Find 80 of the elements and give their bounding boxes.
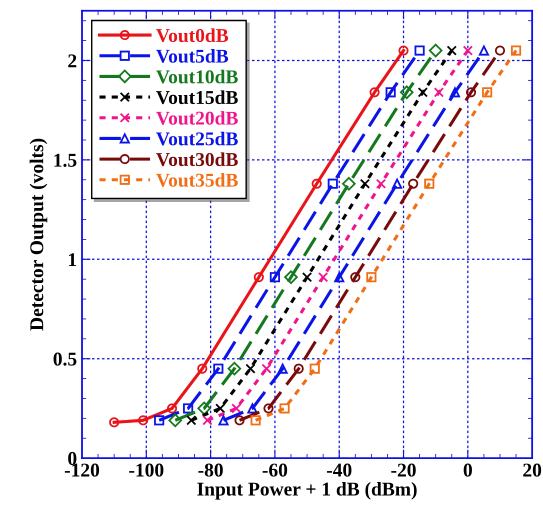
point [278, 364, 288, 374]
x-tick-label: 20 [523, 464, 542, 477]
x-tick-label: -40 [326, 464, 352, 477]
legend-label: Vout30dB [156, 152, 238, 166]
point [302, 272, 312, 282]
point [215, 403, 226, 414]
point [450, 87, 460, 98]
point [263, 403, 274, 414]
point [254, 272, 264, 282]
point [398, 45, 409, 56]
point [366, 272, 376, 282]
legend-label: Vout5dB [156, 49, 228, 63]
point [414, 45, 425, 56]
point [250, 415, 261, 426]
point [234, 415, 245, 426]
point [310, 364, 320, 374]
point [386, 87, 396, 98]
x-tick-label: -80 [198, 464, 223, 477]
point [284, 270, 298, 284]
legend-label: Vout10dB [156, 70, 238, 84]
point [400, 85, 414, 100]
y-axis-title: Detector Output (volts) [30, 138, 48, 331]
point [202, 415, 212, 426]
point [168, 414, 182, 428]
x-tick-label: -120 [64, 464, 100, 477]
legend-label: Vout15dB [156, 90, 238, 104]
point [312, 178, 322, 189]
point [462, 45, 473, 56]
x-axis-title: Input Power + 1 dB (dBm) [197, 482, 417, 500]
point [392, 178, 402, 189]
point [197, 402, 211, 416]
y-tick-label: 0 [68, 452, 76, 466]
point [109, 417, 120, 428]
point [186, 415, 196, 426]
x-tick-label: 0 [464, 464, 472, 477]
point [360, 178, 370, 189]
point [245, 364, 256, 374]
point [247, 403, 258, 414]
legend-label: Vout25dB [156, 132, 238, 146]
point [166, 403, 178, 414]
point [510, 45, 522, 56]
point [197, 364, 208, 374]
point [350, 272, 360, 282]
point [424, 178, 434, 189]
point [466, 87, 476, 98]
point [446, 45, 457, 56]
point [434, 87, 444, 98]
point [218, 415, 229, 426]
x-tick-label: -20 [391, 464, 416, 477]
x-tick-label: -100 [129, 464, 164, 477]
point [154, 415, 164, 426]
point [328, 178, 338, 189]
legend-label: Vout20dB [156, 111, 238, 125]
point [478, 45, 489, 56]
point [376, 178, 386, 189]
point [183, 403, 194, 414]
y-tick-label: 1 [68, 253, 76, 266]
point [231, 403, 242, 414]
point [213, 364, 224, 374]
point [294, 364, 304, 374]
x-tick-label: -60 [262, 464, 288, 477]
point [482, 87, 492, 98]
y-tick-label: 2 [68, 54, 76, 68]
legend-label: Vout0dB [156, 28, 228, 42]
point [342, 176, 356, 191]
point [334, 272, 344, 282]
point [261, 364, 272, 374]
point [279, 403, 290, 414]
y-tick-label: 1.5 [54, 154, 76, 167]
point [408, 178, 418, 189]
point [370, 87, 380, 98]
point [418, 87, 428, 98]
point [228, 362, 242, 376]
legend-label: Vout35dB [156, 173, 238, 187]
point [494, 45, 506, 56]
y-tick-label: 0.5 [54, 352, 76, 366]
point [428, 44, 442, 58]
point [318, 272, 328, 282]
point [270, 272, 280, 282]
point [138, 415, 148, 426]
